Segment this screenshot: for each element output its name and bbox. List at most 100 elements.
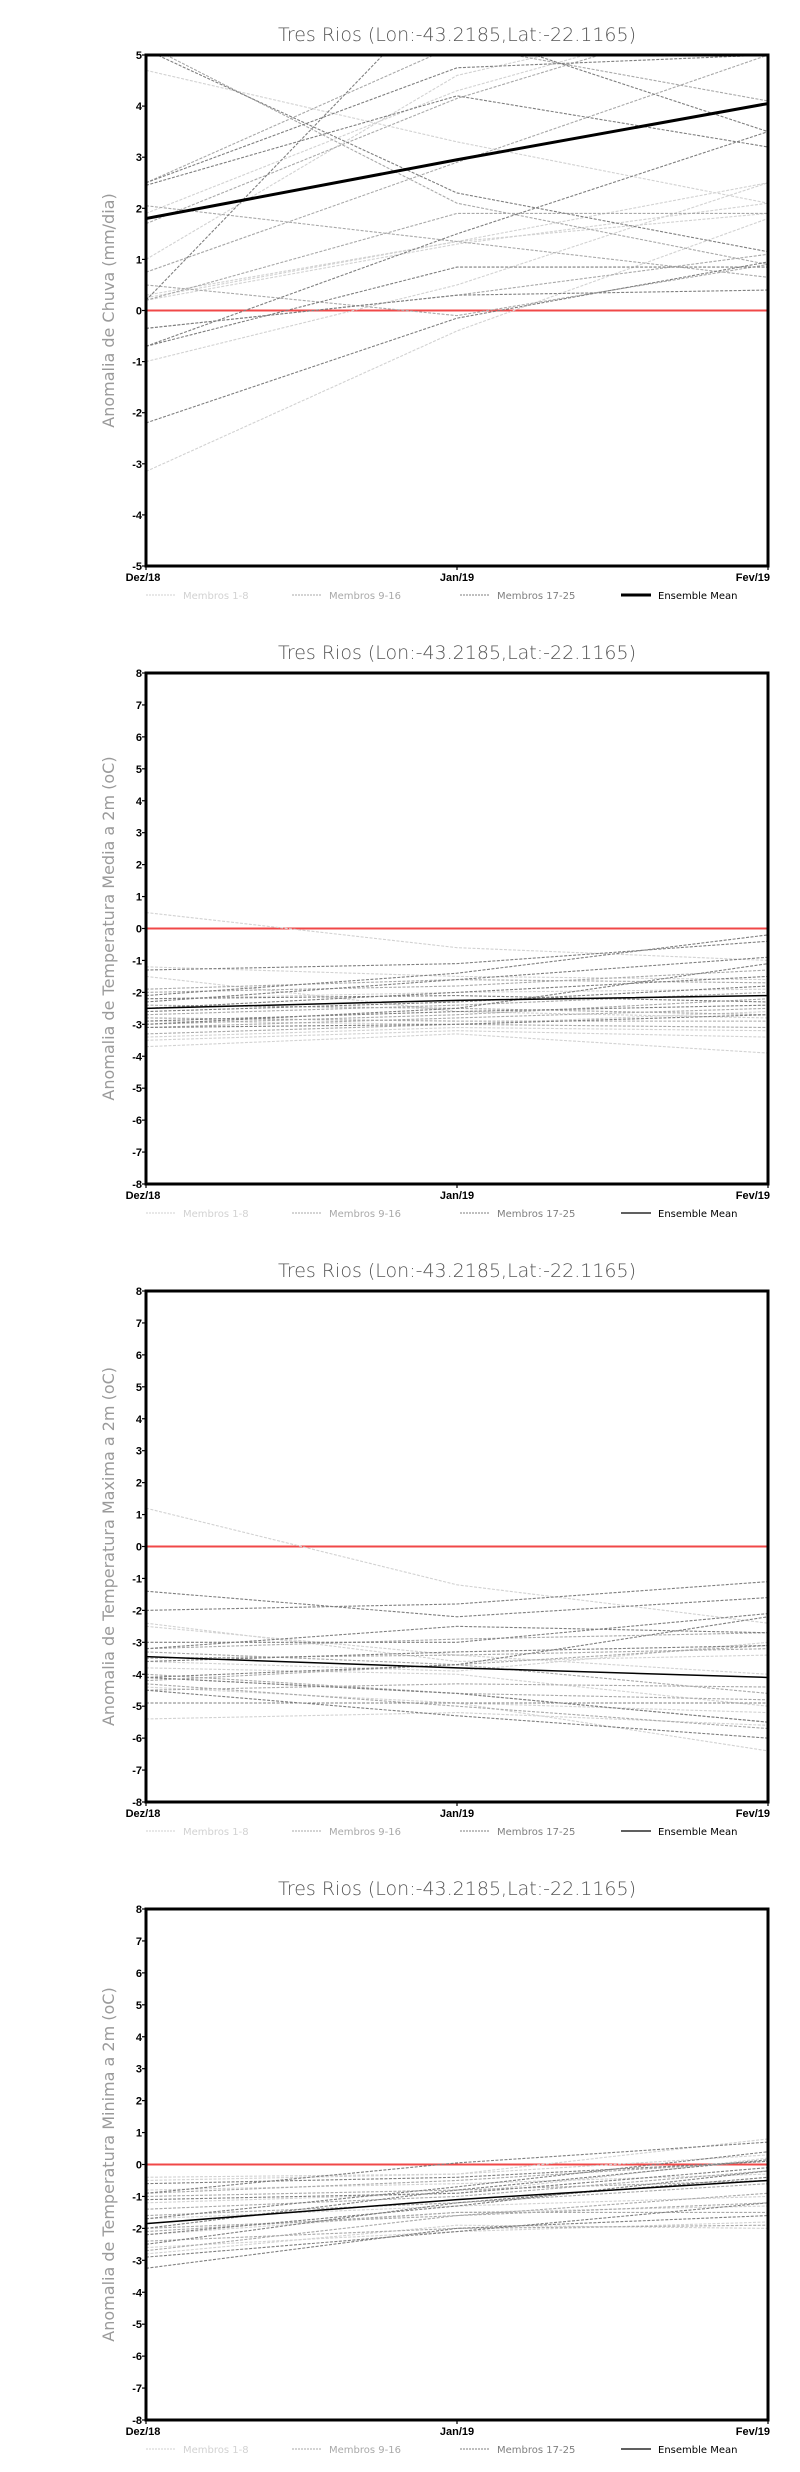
member-12-line [146, 55, 768, 184]
legend-item-4: Ensemble Mean [621, 591, 737, 602]
y-tick-label: 2 [136, 203, 142, 215]
y-tick-label: -1 [132, 955, 142, 967]
member-12-line [146, 1648, 768, 1659]
member-7-line [146, 1026, 768, 1038]
member-24-line [146, 1644, 768, 1663]
y-tick-label: -6 [132, 1115, 142, 1127]
member-11-line [146, 2224, 768, 2242]
legend-item-1: Membros 1-8 [146, 2445, 249, 2456]
member-8-line [146, 202, 768, 301]
legend-item-2: Membros 9-16 [292, 591, 401, 602]
y-tick-label: 0 [136, 2160, 142, 2172]
y-tick-label: 4 [136, 2032, 143, 2044]
legend: Membros 1-8 Membros 9-16 Membros 17-25 Ense… [146, 1209, 737, 1220]
y-tick-label: 4 [136, 796, 143, 808]
member-9-line [146, 998, 768, 1025]
member-24-line [146, 289, 768, 329]
y-tick-label: -8 [132, 1179, 142, 1191]
member-10-line [146, 1676, 768, 1701]
y-tick-label: -3 [132, 2255, 142, 2267]
member-2-line [146, 2224, 768, 2255]
member-19-line [146, 1613, 768, 1643]
y-tick-label: 0 [136, 1542, 142, 1554]
plot-area [146, 2138, 768, 2269]
member-19-line [146, 2202, 768, 2258]
member-18-line [146, 985, 768, 1013]
y-tick-label: -1 [132, 357, 142, 369]
y-tick-label: 3 [136, 152, 142, 164]
member-11-line [146, 1683, 768, 1691]
y-tick-label: 7 [136, 1318, 142, 1330]
member-23-line [146, 1676, 768, 1723]
member-14-line [146, 253, 768, 329]
y-tick-label: -4 [132, 510, 143, 522]
member-15-line [146, 263, 768, 317]
member-11-line [146, 1023, 768, 1035]
legend-label: Membros 17-25 [497, 1827, 575, 1838]
y-tick-label: -4 [132, 1669, 143, 1681]
plot-area [146, 55, 768, 472]
y-tick-label: -7 [132, 2383, 142, 2395]
x-tick-label: Jan/19 [440, 1808, 474, 1820]
legend-item-2: Membros 9-16 [292, 1827, 401, 1838]
y-tick-label: -2 [132, 2223, 142, 2235]
member-23-line [146, 266, 768, 347]
ensemble-mean-line [146, 1655, 768, 1679]
y-tick-label: 0 [136, 306, 142, 318]
chart-title: Tres Rios (Lon:-43.2185,Lat:-22.1165) [278, 1878, 636, 1900]
member-20-line [146, 2151, 768, 2220]
y-tick-label: 6 [136, 1350, 142, 1362]
member-22-line [146, 975, 768, 1009]
y-tick-label: -5 [132, 2319, 142, 2331]
member-21-line [146, 1625, 768, 1650]
x-tick-label: Jan/19 [440, 2426, 474, 2438]
y-axis-label: Anomalia de Temperatura Media a 2m (oC) [99, 756, 118, 1100]
member-1-line [146, 69, 768, 204]
y-tick-label: -5 [132, 1701, 142, 1713]
legend-item-3: Membros 17-25 [460, 1827, 575, 1838]
x-tick-label: Jan/19 [440, 1190, 474, 1202]
member-24-line [146, 995, 768, 1003]
y-tick-label: 3 [136, 2064, 142, 2076]
y-tick-label: 5 [136, 50, 142, 62]
y-tick-label: 7 [136, 1936, 142, 1948]
legend-item-1: Membros 1-8 [146, 591, 249, 602]
legend-item-4: Ensemble Mean [621, 1209, 737, 1220]
member-21-line [155, 55, 768, 253]
member-15-line [146, 2183, 768, 2217]
member-14-line [146, 1683, 768, 1730]
legend-item-1: Membros 1-8 [146, 1209, 249, 1220]
member-10-line [146, 969, 768, 993]
plot-area [146, 1507, 768, 1752]
y-tick-label: -7 [132, 1765, 142, 1777]
y-tick-label: 6 [136, 1968, 142, 1980]
legend-label: Ensemble Mean [658, 1209, 737, 1220]
x-tick-label: Jan/19 [440, 572, 474, 584]
y-tick-label: 8 [136, 668, 142, 680]
y-tick-label: 3 [136, 1446, 142, 1458]
y-tick-label: 4 [136, 101, 143, 113]
y-tick-label: 5 [136, 1382, 142, 1394]
member-20-line [146, 1616, 768, 1678]
member-17-line [146, 934, 768, 997]
y-tick-label: -6 [132, 2351, 142, 2363]
legend-item-4: Ensemble Mean [621, 2445, 737, 2456]
member-9-line [146, 205, 768, 278]
legend-label: Membros 9-16 [329, 591, 401, 602]
member-16-line [146, 55, 768, 273]
y-tick-label: -6 [132, 1733, 142, 1745]
ensemble-mean-line [146, 2179, 768, 2225]
member-20-line [146, 956, 768, 1003]
member-19-line [146, 963, 768, 1025]
member-2-line [146, 1712, 768, 1726]
chart-panel-2: Tres Rios (Lon:-43.2185,Lat:-22.1165) Ano… [99, 642, 770, 1220]
legend-label: Membros 1-8 [183, 591, 249, 602]
member-10-line [164, 55, 768, 266]
member-22-line [146, 1689, 768, 1739]
member-4-line [146, 1030, 768, 1041]
member-20-line [146, 95, 768, 186]
y-tick-label: 6 [136, 732, 142, 744]
member-18-line [146, 2141, 768, 2194]
member-3-line [146, 2205, 768, 2236]
